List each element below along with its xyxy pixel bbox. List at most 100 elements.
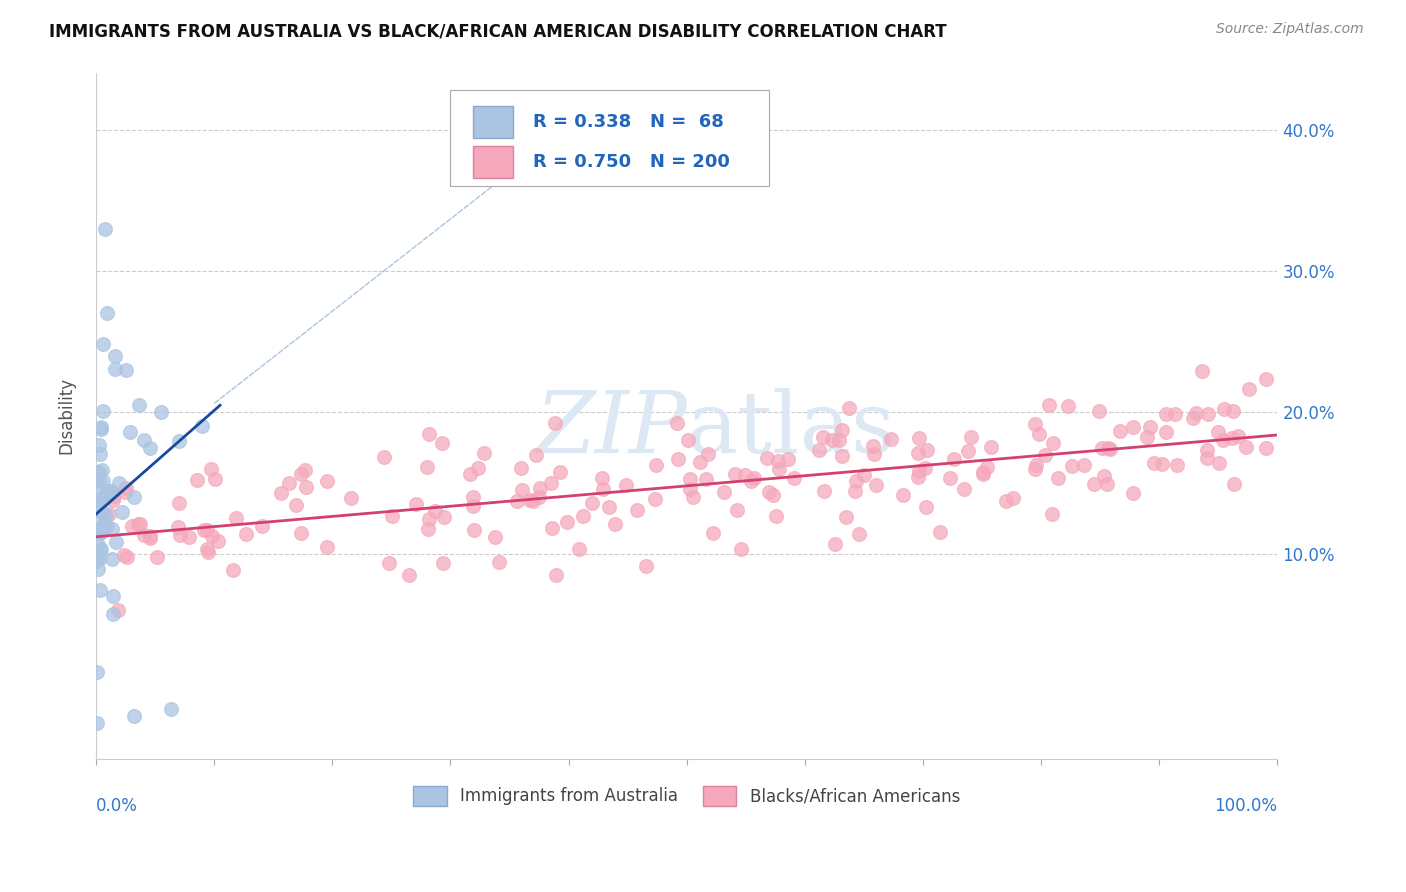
Point	[91, 463, 114, 477]
Point	[828, 433, 851, 447]
Point	[1122, 420, 1144, 434]
Point	[89, 447, 111, 461]
Point	[460, 467, 482, 481]
Point	[177, 530, 200, 544]
Point	[510, 483, 533, 498]
Point	[104, 362, 127, 376]
Point	[100, 523, 122, 537]
Point	[768, 462, 790, 476]
Point	[1208, 456, 1230, 470]
Point	[550, 465, 572, 479]
Point	[1213, 402, 1236, 417]
Text: IMMIGRANTS FROM AUSTRALIA VS BLACK/AFRICAN AMERICAN DISABILITY CORRELATION CHART: IMMIGRANTS FROM AUSTRALIA VS BLACK/AFRIC…	[49, 22, 946, 40]
Point	[942, 452, 965, 467]
Point	[89, 551, 111, 566]
Point	[956, 444, 979, 458]
Point	[1143, 456, 1166, 470]
Point	[120, 425, 142, 440]
Point	[1038, 399, 1060, 413]
Point	[666, 452, 689, 467]
Point	[167, 520, 190, 534]
Point	[94, 221, 117, 235]
Point	[191, 419, 214, 434]
Point	[879, 432, 901, 446]
Point	[472, 446, 495, 460]
Point	[418, 427, 440, 442]
Point	[193, 523, 215, 537]
FancyBboxPatch shape	[472, 105, 513, 137]
Point	[122, 709, 145, 723]
Text: R = 0.750   N = 200: R = 0.750 N = 200	[533, 153, 730, 171]
Point	[398, 567, 420, 582]
Point	[91, 519, 114, 533]
Point	[1152, 458, 1174, 472]
Point	[112, 548, 135, 562]
Point	[91, 505, 114, 519]
Point	[195, 541, 218, 556]
Point	[1197, 408, 1219, 422]
Point	[1208, 425, 1230, 439]
Point	[86, 551, 108, 566]
Point	[128, 398, 150, 412]
Point	[87, 538, 110, 552]
Point	[1047, 471, 1070, 485]
Text: atlas: atlas	[686, 388, 896, 471]
Point	[484, 529, 506, 543]
Point	[813, 484, 835, 499]
Point	[1099, 442, 1122, 456]
Point	[432, 436, 454, 450]
Point	[519, 492, 541, 507]
Point	[679, 472, 702, 486]
Point	[742, 471, 765, 485]
Point	[416, 459, 439, 474]
Point	[540, 476, 562, 491]
Point	[97, 508, 120, 522]
Point	[101, 552, 124, 566]
Y-axis label: Disability: Disability	[58, 377, 75, 454]
Point	[290, 526, 312, 541]
Point	[1028, 426, 1050, 441]
Point	[107, 603, 129, 617]
Point	[96, 306, 118, 320]
Point	[290, 467, 312, 482]
Point	[1212, 433, 1234, 447]
Point	[200, 462, 222, 476]
Point	[1097, 442, 1119, 456]
Point	[90, 420, 112, 434]
Point	[121, 518, 143, 533]
Point	[377, 557, 399, 571]
Point	[138, 531, 160, 545]
Point	[1092, 469, 1115, 483]
Point	[811, 430, 834, 444]
Point	[89, 525, 111, 540]
Point	[139, 529, 162, 543]
Point	[96, 518, 118, 533]
Point	[824, 537, 846, 551]
Point	[938, 471, 960, 485]
Point	[207, 533, 229, 548]
Point	[776, 452, 799, 467]
Point	[1184, 406, 1206, 420]
Point	[1024, 417, 1046, 431]
Point	[1191, 364, 1213, 378]
FancyBboxPatch shape	[472, 145, 513, 178]
Point	[86, 482, 108, 496]
Point	[86, 524, 108, 538]
Point	[1024, 462, 1046, 476]
Point	[1166, 458, 1188, 472]
Point	[695, 472, 717, 486]
Point	[678, 433, 700, 447]
Point	[101, 607, 124, 622]
Point	[915, 500, 938, 515]
Point	[111, 505, 134, 519]
Point	[1164, 407, 1187, 421]
Point	[150, 405, 173, 419]
Point	[197, 545, 219, 559]
Point	[1234, 440, 1257, 454]
Point	[101, 493, 124, 508]
Point	[159, 702, 181, 716]
Point	[467, 461, 489, 475]
Point	[86, 716, 108, 731]
Point	[91, 475, 114, 489]
Point	[1088, 404, 1111, 418]
